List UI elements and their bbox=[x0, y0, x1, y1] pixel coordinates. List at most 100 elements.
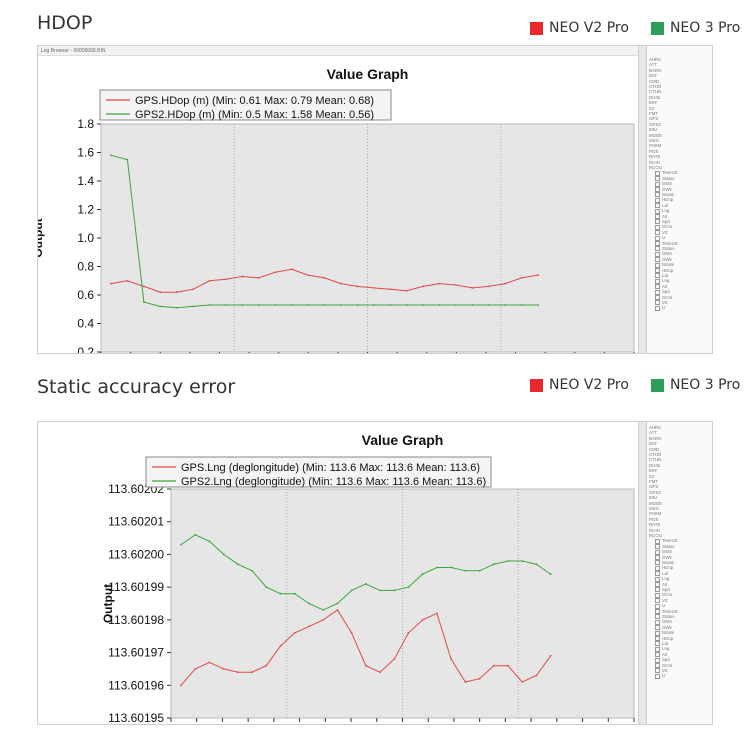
checkbox[interactable] bbox=[655, 181, 660, 187]
sidebar-field-checkbox[interactable]: Spd bbox=[655, 657, 670, 663]
sidebar-field-checkbox[interactable]: NSats bbox=[655, 630, 674, 636]
checkbox[interactable] bbox=[655, 240, 660, 246]
checkbox[interactable] bbox=[655, 213, 660, 219]
checkbox[interactable] bbox=[655, 203, 660, 209]
sidebar-field-checkbox[interactable]: NSats bbox=[655, 560, 674, 566]
sidebar-message-item[interactable]: DU32 bbox=[649, 94, 661, 100]
sidebar-field-checkbox[interactable]: U bbox=[655, 305, 665, 311]
sidebar-message-item[interactable]: POS bbox=[649, 516, 659, 522]
sidebar-message-item[interactable]: AHR2 bbox=[649, 57, 661, 62]
checkbox[interactable] bbox=[655, 608, 660, 614]
checkbox[interactable] bbox=[655, 630, 660, 636]
sidebar-field-checkbox[interactable]: GWk bbox=[655, 625, 672, 631]
checkbox[interactable] bbox=[655, 224, 660, 230]
checkbox[interactable] bbox=[655, 571, 660, 577]
checkbox[interactable] bbox=[655, 300, 660, 306]
sidebar-field-checkbox[interactable]: GCrs bbox=[655, 295, 672, 300]
sidebar-field-checkbox[interactable]: U bbox=[655, 603, 665, 609]
sidebar-message-item[interactable]: GPS bbox=[649, 116, 659, 122]
sidebar-message-item[interactable]: MODE bbox=[649, 500, 663, 506]
scrollbar[interactable] bbox=[638, 46, 646, 353]
sidebar-message-item[interactable]: EV bbox=[649, 105, 655, 111]
checkbox[interactable] bbox=[655, 619, 660, 625]
sidebar-field-checkbox[interactable]: Lat bbox=[655, 641, 668, 647]
sidebar-message-item[interactable]: RCOU bbox=[649, 165, 662, 170]
sidebar-field-checkbox[interactable]: HDop bbox=[655, 268, 673, 273]
sidebar-message-item[interactable]: RCOU bbox=[649, 533, 662, 538]
checkbox[interactable] bbox=[655, 278, 660, 284]
sidebar-field-checkbox[interactable]: Status bbox=[655, 614, 674, 620]
sidebar-field-checkbox[interactable]: HDop bbox=[655, 565, 673, 571]
sidebar-message-item[interactable]: BAT bbox=[649, 73, 658, 79]
sidebar-message-item[interactable]: EV bbox=[649, 473, 655, 479]
checkbox[interactable] bbox=[655, 646, 660, 652]
sidebar-field-checkbox[interactable]: TimeUS bbox=[655, 170, 678, 176]
checkbox[interactable] bbox=[655, 544, 660, 550]
checkbox[interactable] bbox=[655, 170, 660, 176]
checkbox[interactable] bbox=[655, 668, 660, 674]
sidebar-field-checkbox[interactable]: Status bbox=[655, 246, 674, 252]
sidebar-field-checkbox[interactable]: Lng bbox=[655, 208, 669, 214]
sidebar-message-item[interactable]: MODE bbox=[649, 132, 663, 138]
sidebar-field-checkbox[interactable]: GWk bbox=[655, 187, 672, 192]
checkbox[interactable] bbox=[655, 587, 660, 593]
sidebar-message-item[interactable]: EKF bbox=[649, 100, 658, 106]
sidebar-message-item[interactable]: RATE bbox=[649, 154, 661, 160]
sidebar-message-item[interactable]: FMT bbox=[649, 479, 659, 484]
sidebar-message-item[interactable]: RATE bbox=[649, 522, 661, 528]
sidebar-field-checkbox[interactable]: Alt bbox=[655, 652, 667, 658]
sidebar-message-item[interactable]: POS bbox=[649, 148, 659, 154]
checkbox[interactable] bbox=[655, 294, 660, 300]
checkbox[interactable] bbox=[655, 305, 660, 311]
checkbox[interactable] bbox=[655, 246, 660, 252]
checkbox[interactable] bbox=[655, 267, 660, 273]
sidebar-message-item[interactable]: CTUN bbox=[649, 89, 662, 95]
checkbox[interactable] bbox=[655, 251, 660, 257]
checkbox[interactable] bbox=[655, 560, 660, 566]
checkbox[interactable] bbox=[655, 603, 660, 609]
sidebar-message-item[interactable]: RCIN bbox=[649, 159, 660, 165]
sidebar-field-checkbox[interactable]: Lng bbox=[655, 576, 669, 582]
scrollbar[interactable] bbox=[638, 422, 646, 724]
sidebar-field-checkbox[interactable]: Alt bbox=[655, 214, 667, 219]
sidebar-message-item[interactable]: CTUN bbox=[649, 457, 662, 463]
sidebar-message-item[interactable]: MSG bbox=[649, 138, 660, 143]
checkbox[interactable] bbox=[655, 219, 660, 225]
sidebar-message-item[interactable]: CMD bbox=[649, 446, 659, 452]
sidebar-field-checkbox[interactable]: Status bbox=[655, 176, 674, 182]
sidebar-message-item[interactable]: GPS2 bbox=[649, 489, 661, 495]
sidebar-message-item[interactable]: PARM bbox=[649, 143, 662, 149]
sidebar-field-checkbox[interactable]: GWk bbox=[655, 555, 672, 560]
sidebar-field-checkbox[interactable]: Lat bbox=[655, 273, 668, 279]
sidebar-field-checkbox[interactable]: TimeUS bbox=[655, 538, 678, 544]
checkbox[interactable] bbox=[655, 230, 660, 236]
sidebar-field-checkbox[interactable]: HDop bbox=[655, 197, 673, 203]
checkbox[interactable] bbox=[655, 673, 660, 679]
sidebar-field-checkbox[interactable]: GWk bbox=[655, 257, 672, 263]
checkbox[interactable] bbox=[655, 598, 660, 604]
checkbox[interactable] bbox=[655, 262, 660, 268]
checkbox[interactable] bbox=[655, 652, 660, 658]
sidebar-field-checkbox[interactable]: GMS bbox=[655, 251, 672, 257]
sidebar-message-item[interactable]: IMU bbox=[649, 127, 658, 133]
sidebar-field-checkbox[interactable]: GCrs bbox=[655, 592, 672, 598]
sidebar-message-item[interactable]: BARO bbox=[649, 67, 662, 73]
sidebar-field-checkbox[interactable]: NSats bbox=[655, 262, 674, 268]
sidebar-field-checkbox[interactable]: GCrs bbox=[655, 224, 672, 230]
sidebar-field-checkbox[interactable]: VZ bbox=[655, 598, 668, 604]
checkbox[interactable] bbox=[655, 635, 660, 641]
sidebar-field-checkbox[interactable]: Spd bbox=[655, 289, 670, 295]
sidebar-field-checkbox[interactable]: Lat bbox=[655, 571, 668, 577]
sidebar-message-item[interactable]: BARO bbox=[649, 435, 662, 441]
sidebar-field-checkbox[interactable]: U bbox=[655, 235, 665, 241]
checkbox[interactable] bbox=[655, 538, 660, 544]
checkbox[interactable] bbox=[655, 197, 660, 203]
checkbox[interactable] bbox=[655, 641, 660, 647]
field-sidebar[interactable]: AHR2 ATT BARO BAT CMD CTUN CTUN DU32 EKF EV FMT GPS… bbox=[646, 422, 712, 724]
checkbox[interactable] bbox=[655, 549, 660, 555]
checkbox[interactable] bbox=[655, 592, 660, 598]
checkbox[interactable] bbox=[655, 284, 660, 290]
sidebar-field-checkbox[interactable]: Alt bbox=[655, 582, 667, 587]
sidebar-field-checkbox[interactable]: GMS bbox=[655, 549, 672, 555]
checkbox[interactable] bbox=[655, 662, 660, 668]
